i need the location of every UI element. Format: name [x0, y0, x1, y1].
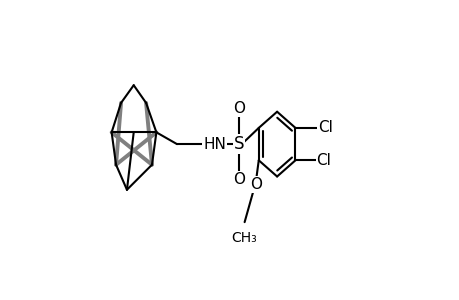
Text: HN: HN: [203, 136, 226, 152]
Text: S: S: [233, 135, 244, 153]
Text: Cl: Cl: [317, 120, 332, 135]
Text: O: O: [232, 101, 244, 116]
Text: O: O: [249, 177, 261, 192]
Text: O: O: [232, 172, 244, 187]
Text: Cl: Cl: [316, 153, 331, 168]
Text: CH₃: CH₃: [231, 231, 257, 245]
